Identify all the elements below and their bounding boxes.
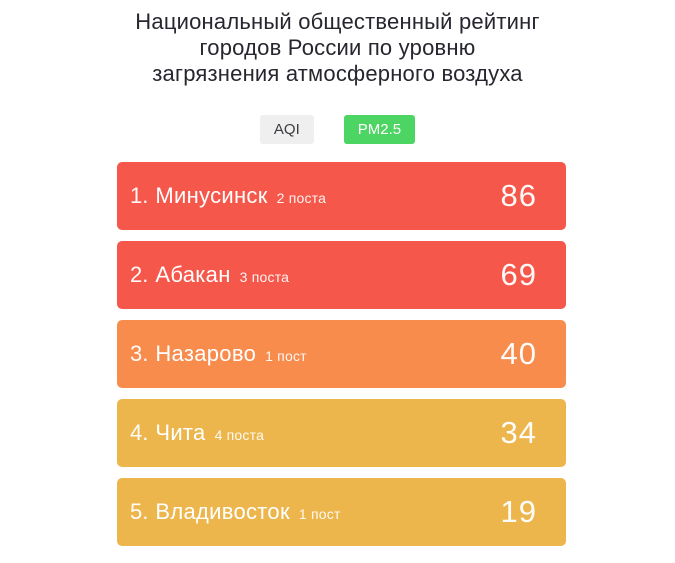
posts-count: 1 пост — [265, 348, 307, 364]
rating-row-5[interactable]: 5. Владивосток 1 пост 19 — [117, 478, 566, 546]
pollution-value: 34 — [500, 415, 537, 450]
row-label: 1. Минусинск 2 поста — [130, 183, 326, 209]
row-label: 5. Владивосток 1 пост — [130, 499, 341, 525]
metric-tabs: AQI PM2.5 — [0, 115, 675, 144]
city-rating-list: 1. Минусинск 2 поста 86 2. Абакан 3 пост… — [117, 162, 566, 546]
title-line-1: Национальный общественный рейтинг — [135, 9, 540, 34]
rank-number: 5. — [130, 499, 149, 524]
pollution-value: 69 — [500, 257, 537, 292]
tab-aqi[interactable]: AQI — [259, 115, 314, 144]
title-line-2: городов России по уровню — [199, 35, 476, 60]
row-label: 4. Чита 4 поста — [130, 420, 264, 446]
rating-row-4[interactable]: 4. Чита 4 поста 34 — [117, 399, 566, 467]
pollution-value: 86 — [500, 178, 537, 213]
rank-number: 1. — [130, 183, 149, 208]
city-name: Назарово — [155, 341, 257, 366]
rank-number: 2. — [130, 262, 149, 287]
posts-count: 2 поста — [276, 190, 327, 206]
pollution-value: 40 — [500, 336, 537, 371]
posts-count: 1 пост — [298, 506, 341, 522]
city-name: Минусинск — [155, 183, 268, 208]
row-label: 3. Назарово 1 пост — [130, 341, 307, 367]
rank-number: 3. — [130, 341, 149, 366]
city-name: Абакан — [155, 262, 231, 287]
posts-count: 3 поста — [239, 269, 290, 285]
title-line-3: загрязнения атмосферного воздуха — [152, 61, 523, 86]
posts-count: 4 поста — [214, 427, 265, 443]
tab-pm25[interactable]: PM2.5 — [343, 115, 416, 144]
rating-row-3[interactable]: 3. Назарово 1 пост 40 — [117, 320, 566, 388]
city-name: Чита — [155, 420, 206, 445]
rating-page: Национальный общественный рейтинг городо… — [0, 9, 675, 546]
city-name: Владивосток — [155, 499, 290, 524]
rating-row-2[interactable]: 2. Абакан 3 поста 69 — [117, 241, 566, 309]
page-title: Национальный общественный рейтинг городо… — [78, 9, 598, 87]
row-label: 2. Абакан 3 поста — [130, 262, 289, 288]
rank-number: 4. — [130, 420, 149, 445]
rating-row-1[interactable]: 1. Минусинск 2 поста 86 — [117, 162, 566, 230]
pollution-value: 19 — [500, 494, 537, 529]
